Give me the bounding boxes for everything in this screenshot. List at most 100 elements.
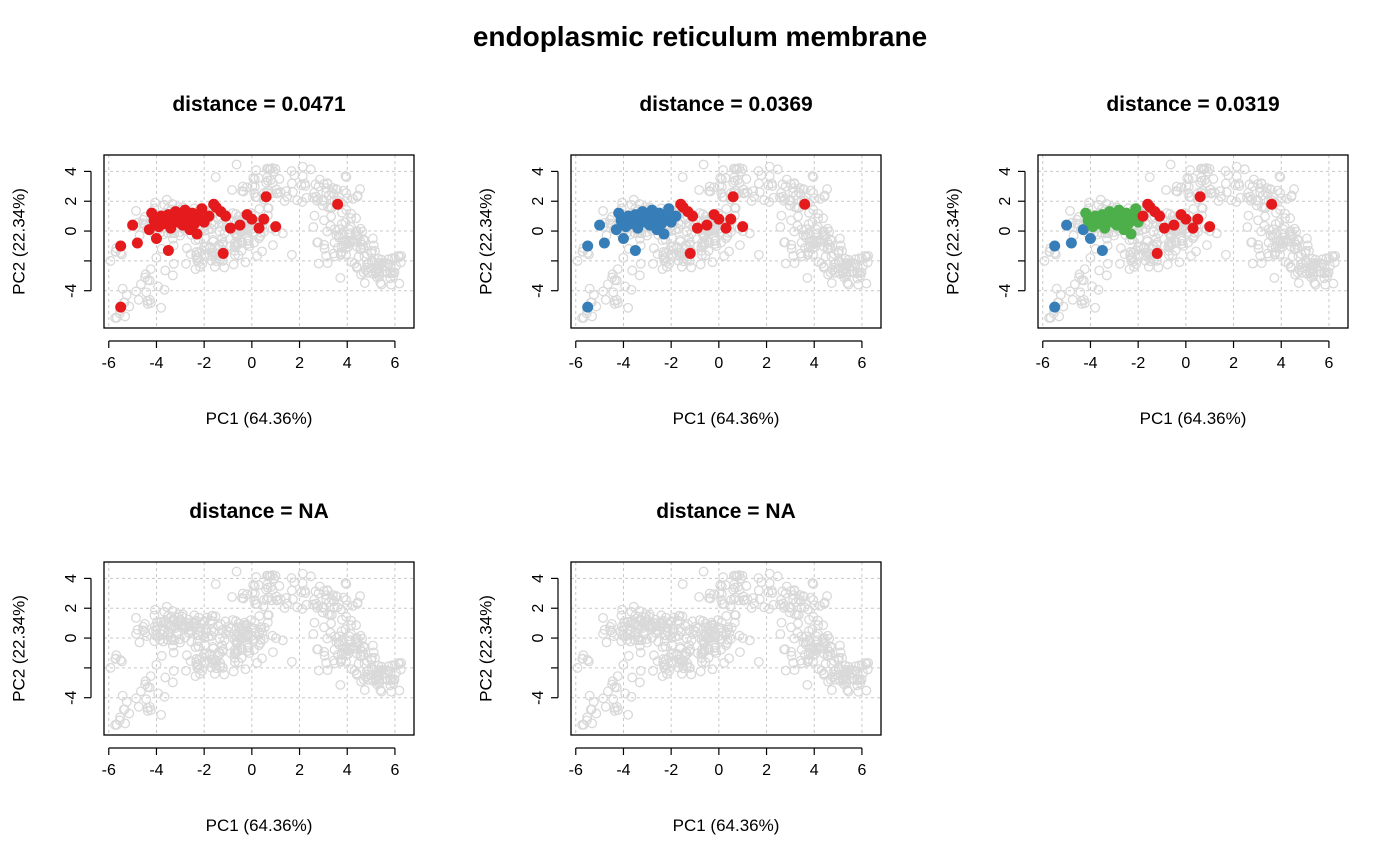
background-point: [135, 686, 146, 697]
y-axis-label: PC2 (22.34%): [9, 188, 28, 295]
x-axis: -6 -4 -2 0 2 4 6: [1036, 340, 1333, 372]
x-axis: -6 -4 -2 0 2 4 6: [102, 747, 399, 779]
y-axis: -4 0 2 4: [63, 167, 92, 298]
background-point: [341, 249, 351, 260]
background-point: [281, 186, 292, 197]
background-point: [1253, 243, 1264, 254]
background-point: [232, 230, 243, 241]
background-point: [110, 246, 121, 257]
background-point: [274, 581, 285, 591]
background-point: [131, 205, 141, 216]
background-point: [282, 598, 293, 609]
background-points: [105, 566, 407, 730]
background-point: [391, 261, 401, 271]
background-point: [297, 161, 308, 172]
background-point: [662, 261, 672, 272]
data-point: [1158, 222, 1170, 234]
data-point: [127, 219, 139, 231]
background-point: [697, 657, 707, 668]
background-point: [753, 585, 764, 596]
background-point: [318, 195, 329, 205]
x-tick-label: -4: [149, 355, 163, 372]
background-point: [394, 685, 405, 696]
x-tick-label: -2: [197, 762, 211, 779]
background-point: [1115, 258, 1125, 269]
background-point: [1323, 267, 1334, 278]
background-point: [1269, 272, 1280, 283]
background-point: [775, 222, 786, 233]
background-point: [1231, 171, 1242, 182]
background-point: [210, 579, 221, 590]
background-point: [858, 668, 868, 678]
data-point: [115, 240, 127, 252]
background-point: [248, 634, 259, 645]
x-tick-label: 2: [762, 355, 771, 372]
background-point: [1205, 188, 1216, 199]
background-point: [648, 650, 659, 661]
background-point: [209, 626, 219, 637]
data-point: [582, 301, 594, 313]
panel-title: distance = NA: [189, 500, 328, 523]
background-point: [582, 655, 593, 665]
x-axis-label: PC1 (64.36%): [206, 409, 313, 428]
background-point: [776, 617, 787, 628]
background-point: [584, 690, 595, 701]
background-point: [572, 662, 583, 673]
background-point: [1243, 210, 1254, 221]
background-point: [793, 594, 804, 605]
background-point: [267, 163, 278, 173]
background-point: [341, 656, 351, 667]
background-point: [352, 190, 363, 201]
data-point: [684, 247, 696, 259]
background-point: [1220, 178, 1231, 189]
data-point: [258, 213, 270, 225]
background-point: [1126, 255, 1137, 266]
background-point: [796, 224, 807, 235]
background-point: [385, 674, 395, 684]
background-point: [254, 204, 265, 214]
background-point: [605, 625, 616, 636]
background-point: [820, 251, 831, 262]
background-point: [219, 669, 230, 680]
x-tick-label: -4: [149, 762, 163, 779]
background-point: [282, 191, 293, 202]
background-point: [819, 190, 830, 201]
background-point: [721, 204, 732, 214]
background-point: [351, 213, 362, 224]
background-point: [861, 659, 872, 670]
y-tick-label: 0: [997, 227, 1014, 236]
background-point: [376, 254, 387, 265]
background-point: [819, 597, 830, 608]
background-point: [856, 674, 867, 685]
background-point: [1177, 235, 1188, 246]
x-tick-label: 2: [295, 762, 304, 779]
background-point: [753, 573, 764, 584]
data-point: [1187, 222, 1199, 234]
background-point: [286, 166, 297, 177]
y-axis: -4 0 2 4: [997, 167, 1026, 298]
background-point: [209, 219, 219, 230]
background-point: [1293, 278, 1304, 288]
background-point: [672, 615, 683, 626]
background-point: [308, 222, 319, 233]
y-tick-label: 4: [530, 167, 547, 176]
background-point: [657, 621, 668, 632]
background-point: [159, 199, 170, 210]
background-point: [843, 254, 854, 265]
x-tick-label: 4: [343, 762, 352, 779]
x-tick-label: 0: [714, 762, 723, 779]
background-point: [274, 174, 285, 184]
background-point: [848, 665, 859, 676]
background-point: [635, 665, 646, 676]
background-point: [676, 261, 687, 272]
background-point: [267, 647, 278, 658]
background-point: [394, 659, 405, 670]
background-point: [323, 202, 333, 213]
series-3: [1137, 191, 1278, 259]
data-point: [1154, 210, 1166, 222]
background-point: [1239, 164, 1250, 175]
background-point: [826, 278, 837, 288]
background-point: [628, 194, 639, 205]
background-point: [636, 635, 647, 646]
